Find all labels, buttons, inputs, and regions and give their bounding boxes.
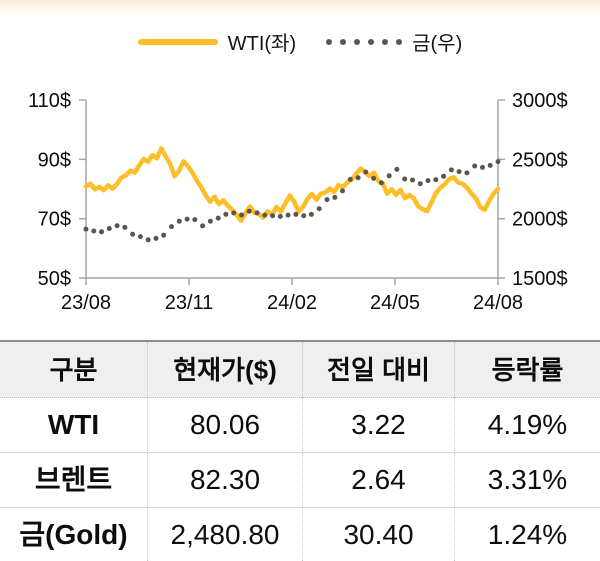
row-wti-pct: 4.19% [454,398,600,453]
gold-price-dot [223,211,229,217]
left-axis-label: 110$ [28,90,71,112]
left-axis-label: 50$ [38,268,71,290]
col-header-price: 현재가($) [147,342,302,398]
gold-price-dot [145,237,151,243]
row-gold-price: 2,480.80 [147,508,302,561]
right-axis-label: 2000$ [512,209,568,231]
gold-price-dot [316,206,322,212]
gold-price-dot [340,188,345,194]
gold-price-dot [417,181,423,187]
gold-price-dot [433,177,439,183]
left-axis-label: 90$ [38,149,71,171]
gold-price-dot [184,216,190,222]
gold-price-dot [114,223,120,229]
legend-item-wti: WTI(좌) [137,27,297,56]
gold-price-dot [122,224,128,230]
price-table: 구분 현재가($) 전일 대비 등락률 WTI 80.06 3.22 4.19%… [0,340,600,561]
row-gold-pct: 1.24% [454,508,600,561]
gold-price-dot [277,213,283,219]
x-axis-label: 23/08 [61,292,111,314]
gold-price-dot [91,228,97,234]
gold-price-dot [386,173,392,179]
gold-price-dot [130,231,136,237]
x-axis-label: 23/11 [165,292,214,314]
gold-price-dot [262,212,268,218]
gold-price-dot [207,218,213,224]
gold-price-dot [371,175,377,181]
gold-price-dot [355,175,361,181]
x-axis-label: 24/05 [370,292,420,314]
col-header-pct: 등락률 [454,342,600,398]
gold-price-dot [301,213,307,219]
gold-price-dot [456,169,462,175]
gold-price-dot [192,217,198,223]
gold-price-dot [324,197,330,203]
row-wti-change: 3.22 [302,398,454,453]
gold-price-dot [169,224,174,230]
left-axis-label: 70$ [38,209,71,231]
right-axis-label: 3000$ [512,90,568,112]
gold-price-dot [106,226,112,231]
gold-price-dot [480,164,485,170]
row-brent-price: 82.30 [147,453,302,508]
row-gold-name: 금(Gold) [19,518,128,550]
gold-price-dot [239,212,244,218]
x-axis-label: 24/02 [267,292,317,314]
gold-price-dot [99,229,104,235]
gold-price-dot [246,208,252,214]
col-header-change: 전일 대비 [302,342,454,398]
row-wti-name: WTI [0,398,147,453]
gold-price-dot [487,162,493,168]
row-brent-change: 2.64 [302,453,454,508]
gold-price-dot [347,176,353,182]
gold-price-dot [363,169,369,175]
col-header-gubun: 구분 [0,342,147,398]
gold-price-dot [378,180,384,186]
gold-price-dot [176,218,182,224]
right-axis-label: 1500$ [512,268,568,290]
gold-price-dot [425,178,431,184]
top-decorative-band [0,0,600,13]
gold-price-dot [200,223,206,229]
gold-price-dot [270,213,276,219]
gold-price-dot [410,177,415,183]
row-brent-pct: 3.31% [454,453,600,508]
wti-line-swatch-icon [137,38,218,45]
gold-price-dot [137,234,143,240]
gold-price-dot [153,235,159,241]
gold-price-dot [495,159,501,165]
gold-price-dot [472,163,478,169]
gold-price-dot [441,173,447,179]
gold-price-dot [402,176,408,182]
gold-price-dot [448,167,454,173]
gold-price-dot [215,215,221,221]
legend-label-gold: 금(우) [412,33,463,55]
gold-price-dot [308,211,314,217]
gold-price-dot [231,210,237,216]
legend-item-gold: 금(우) [326,27,462,56]
gold-price-dot [285,212,291,218]
gold-price-dot [332,194,338,200]
row-brent-name: 브렌트 [0,453,147,508]
chart-legend: WTI(좌) 금(우) [0,27,600,56]
dual-axis-line-chart: 110$ 90$ 70$ 50$ 3000$ 2500$ 2000$ 1500$ 23/08 23… [28,90,568,314]
gold-price-dot [394,166,400,172]
gold-price-dot [464,170,470,176]
row-gold-change: 30.40 [302,508,454,561]
right-axis-label: 2500$ [512,149,568,171]
legend-label-wti: WTI(좌) [227,33,297,55]
wti-price-line [83,146,501,223]
gold-price-dot [254,210,260,216]
gold-price-dot [293,211,299,217]
gold-price-dot [83,226,89,232]
row-wti-price: 80.06 [147,398,302,453]
x-axis-label: 24/08 [473,292,523,314]
gold-dots-swatch-icon [326,38,403,45]
gold-price-dot [161,232,167,238]
